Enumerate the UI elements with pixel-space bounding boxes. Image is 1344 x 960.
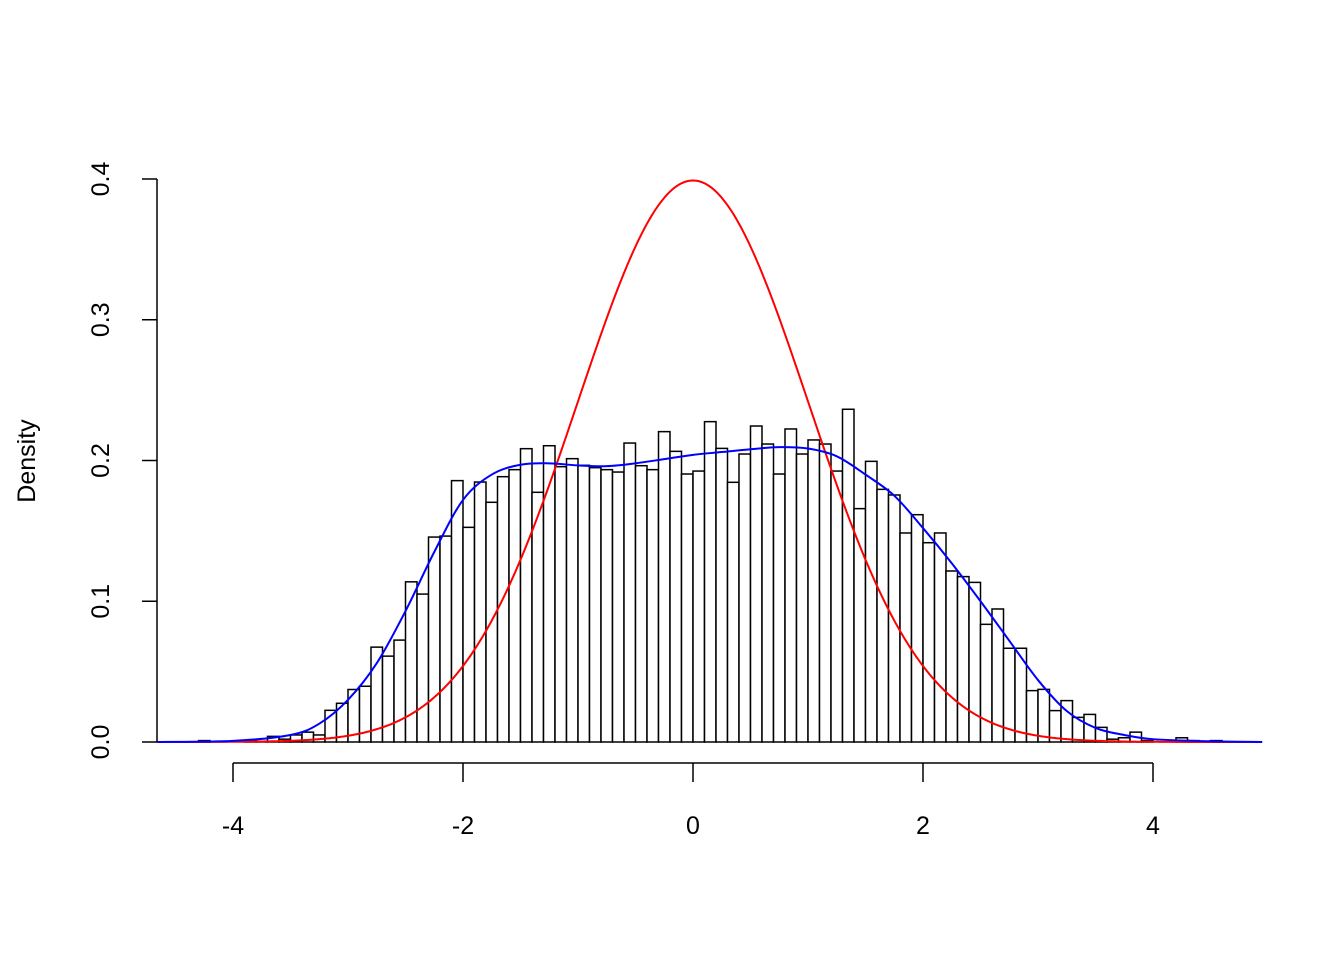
histogram-bar (680, 473, 694, 743)
histogram-bar (968, 581, 982, 743)
histogram-bar (876, 488, 890, 743)
histogram-bar (657, 430, 671, 743)
histogram-bar (807, 439, 821, 743)
histogram-bar (761, 443, 775, 743)
histogram-bar (749, 425, 763, 743)
histogram-bar (945, 570, 959, 743)
histogram-bar (600, 468, 614, 743)
y-tick-label: 0.2 (87, 443, 115, 478)
histogram-bar (715, 447, 729, 743)
histogram-bar (427, 536, 441, 743)
histogram-bar (979, 623, 993, 743)
x-tick-label: -2 (452, 812, 474, 840)
histogram-bar (1094, 726, 1108, 743)
histogram-bar (393, 639, 407, 743)
x-axis: -4 -2 0 2 4 (222, 762, 1160, 840)
histogram-bar (473, 481, 487, 743)
histogram-bar (508, 468, 522, 743)
histogram-bar (864, 460, 878, 743)
histogram-bar (577, 464, 591, 743)
y-tick-label: 0.4 (87, 162, 115, 197)
histogram-bar (381, 655, 395, 743)
histogram-bar (784, 428, 798, 743)
histogram-bars (197, 408, 1223, 743)
histogram-bar (922, 541, 936, 743)
y-tick-label: 0.0 (87, 725, 115, 760)
histogram-bar (692, 470, 706, 743)
histogram-bar (910, 513, 924, 743)
x-tick-label: 4 (1146, 812, 1160, 840)
histogram-bar (830, 470, 844, 743)
histogram-bar (669, 450, 683, 743)
y-axis-label: Density (13, 419, 41, 503)
histogram-bar (531, 491, 545, 743)
x-tick-label: 2 (916, 812, 930, 840)
histogram-bar (416, 593, 430, 743)
kernel-density-curve (157, 446, 1263, 743)
x-tick-label: -4 (222, 812, 244, 840)
histogram-bar (956, 575, 970, 743)
histogram-bar (1037, 688, 1051, 743)
histogram-bar (554, 465, 568, 743)
histogram-bar (738, 453, 752, 743)
histogram-bar (899, 532, 913, 743)
histogram-bar (496, 475, 510, 743)
histogram-bar (519, 447, 533, 743)
histogram-bar (588, 466, 602, 743)
histogram-bar (623, 442, 637, 743)
y-tick-label: 0.3 (87, 302, 115, 337)
x-tick-label: 0 (686, 812, 700, 840)
normal-density-curve (157, 179, 1262, 743)
histogram-bar (450, 479, 464, 743)
histogram-bar (795, 453, 809, 743)
histogram-bar (565, 457, 579, 743)
histogram-bar (772, 473, 786, 743)
histogram-bar (439, 535, 453, 743)
histogram-bar (818, 443, 832, 743)
histogram-bar (703, 420, 717, 743)
histogram-bar (542, 444, 556, 743)
histogram-bar (634, 464, 648, 743)
histogram-bar (462, 526, 476, 743)
histogram-bar (933, 532, 947, 743)
y-axis: 0.0 0.1 0.2 0.3 0.4 Density (13, 162, 158, 760)
histogram-bar (611, 471, 625, 743)
histogram-bar (646, 468, 660, 743)
y-tick-label: 0.1 (87, 584, 115, 619)
histogram-bar (726, 481, 740, 743)
